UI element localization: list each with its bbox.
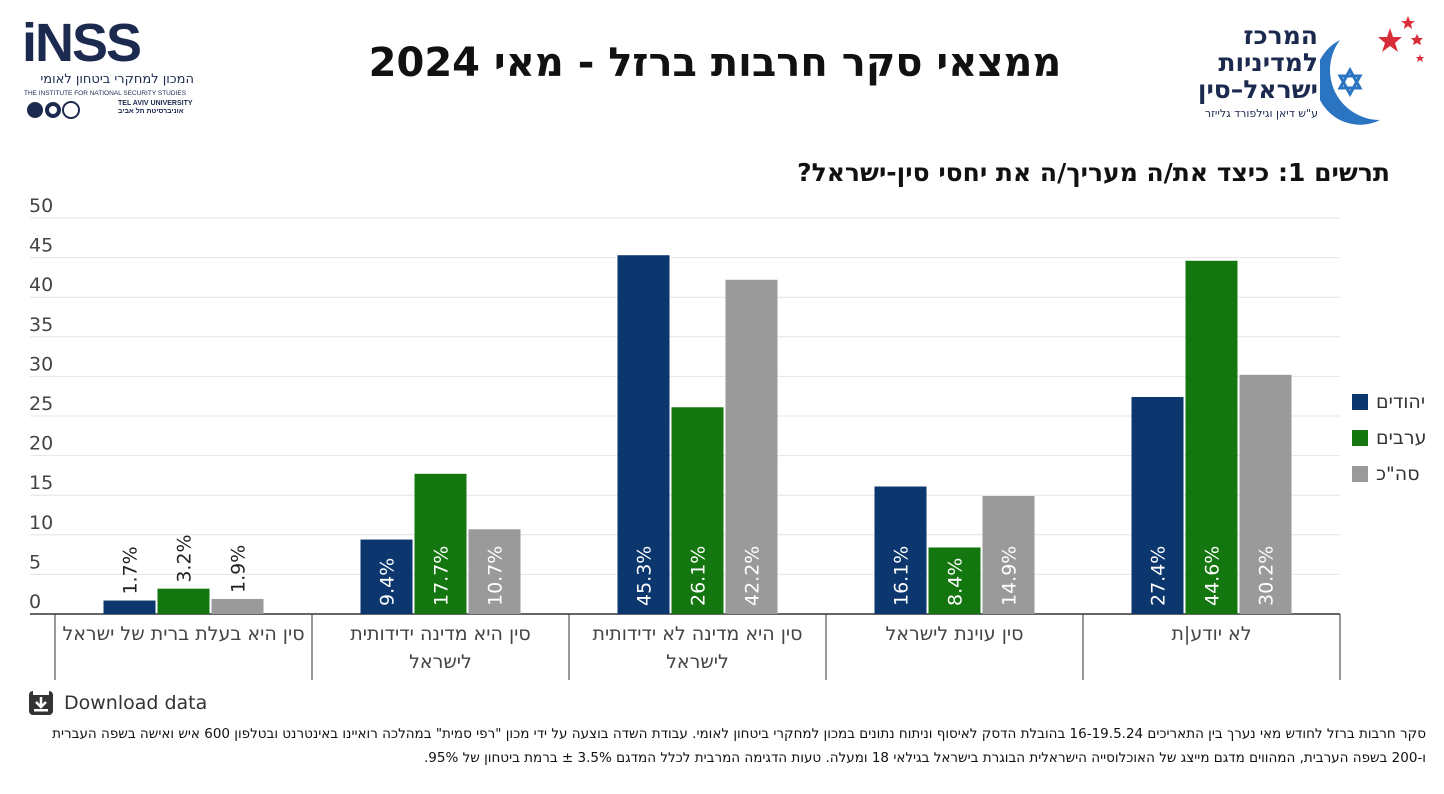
israel-china-center-logo: המרכז למדיניות ישראל–סין ע"ש דיאן וגילפו… <box>1140 10 1430 130</box>
bar <box>103 600 156 614</box>
legend-label: יהודים <box>1376 391 1426 413</box>
data-label: 8.4% <box>945 558 967 606</box>
legend-label: סה"כ <box>1376 463 1420 485</box>
bar-chart: 0 5 10 15 20 25 30 35 40 45 50 1.7% 3.2% 1.9% סין היא … <box>29 195 1341 680</box>
data-label: 9.4% <box>377 558 399 606</box>
data-label: 45.3% <box>634 546 656 606</box>
legend-item: יהודים <box>1352 384 1426 420</box>
download-label: Download data <box>64 692 208 714</box>
y-tick-label: 10 <box>29 512 53 534</box>
data-label: 3.2% <box>174 534 196 582</box>
download-icon <box>29 691 53 715</box>
inss-logo: iNSS המכון למחקרי ביטחון לאומי THE INSTI… <box>22 14 202 122</box>
legend-swatch <box>1352 430 1368 446</box>
bar <box>617 255 670 614</box>
x-category-label: סין עוינת לישראל <box>886 623 1024 645</box>
data-label: 10.7% <box>485 546 507 606</box>
center-name-line2: למדיניות <box>1218 48 1318 77</box>
bar <box>671 407 724 614</box>
inss-english-name: THE INSTITUTE FOR NATIONAL SECURITY STUD… <box>24 90 187 97</box>
data-label: 42.2% <box>742 546 764 606</box>
inss-hebrew-name: המכון למחקרי ביטחון לאומי <box>40 72 194 87</box>
data-label: 1.7% <box>120 546 142 594</box>
legend-label: ערבים <box>1376 427 1427 449</box>
center-name-line3: ישראל–סין <box>1197 75 1318 104</box>
legend: יהודים ערבים סה"כ <box>1352 384 1426 492</box>
footnote: סקר חרבות ברזל לחודש מאי נערך בין התאריכ… <box>52 726 1426 766</box>
y-tick-label: 50 <box>29 195 53 217</box>
center-subline: ע"ש דיאן וגילפורד גלייזר <box>1204 107 1318 120</box>
data-label: 17.7% <box>431 546 453 606</box>
star-emblem-icon <box>1320 16 1430 125</box>
legend-swatch <box>1352 466 1368 482</box>
center-name-line1: המרכז <box>1243 21 1319 50</box>
y-tick-label: 0 <box>29 591 41 613</box>
y-tick-label: 30 <box>29 353 53 375</box>
bar <box>360 539 413 614</box>
bar <box>414 473 467 614</box>
data-label: 1.9% <box>228 545 250 593</box>
download-data-button[interactable]: Download data <box>28 690 207 716</box>
y-tick-label: 20 <box>29 433 53 455</box>
x-category-label: לא יודע|ת <box>1171 623 1251 645</box>
bar <box>982 495 1035 614</box>
data-label: 44.6% <box>1202 546 1224 606</box>
data-label: 27.4% <box>1148 546 1170 606</box>
x-category-label: סין היא מדינה לא ידידותית <box>593 623 803 645</box>
bar <box>725 279 778 614</box>
inss-wordmark: iNSS <box>22 13 142 73</box>
legend-swatch <box>1352 394 1368 410</box>
center-name: המרכז למדיניות ישראל–סין <box>1198 22 1318 103</box>
university-label: TEL AVIV UNIVERSITY אוניברסיטת תל אביב <box>118 100 193 116</box>
y-tick-label: 25 <box>29 393 53 415</box>
chart-title: תרשים 1: כיצד את/ה מעריך/ה את יחסי סין-י… <box>797 158 1390 187</box>
x-category-label: סין היא מדינה ידידותית <box>350 623 530 645</box>
data-label: 14.9% <box>999 546 1021 606</box>
header: iNSS המכון למחקרי ביטחון לאומי THE INSTI… <box>0 0 1444 140</box>
x-category-label: סין היא בעלת ברית של ישראל <box>62 623 304 645</box>
y-tick-label: 5 <box>29 551 41 573</box>
inss-emblems-icon <box>27 101 80 119</box>
bar <box>157 588 210 614</box>
bar <box>928 547 981 614</box>
data-label: 16.1% <box>891 546 913 606</box>
page-title: ממצאי סקר חרבות ברזל - מאי 2024 <box>368 40 1062 86</box>
bar <box>1185 260 1238 614</box>
x-category-label: לישראל <box>409 651 472 673</box>
data-label: 26.1% <box>688 546 710 606</box>
x-category-label: לישראל <box>666 651 729 673</box>
y-tick-label: 15 <box>29 472 53 494</box>
bar <box>468 529 521 614</box>
y-tick-label: 35 <box>29 314 53 336</box>
data-label: 30.2% <box>1256 546 1278 606</box>
bar <box>1239 374 1292 614</box>
university-en: TEL AVIV UNIVERSITY <box>118 100 193 107</box>
bar <box>211 598 264 614</box>
legend-item: סה"כ <box>1352 456 1426 492</box>
university-he: אוניברסיטת תל אביב <box>118 108 184 115</box>
y-tick-label: 45 <box>29 235 53 257</box>
y-tick-label: 40 <box>29 274 53 296</box>
bar <box>1131 396 1184 614</box>
bar <box>874 486 927 614</box>
legend-item: ערבים <box>1352 420 1426 456</box>
